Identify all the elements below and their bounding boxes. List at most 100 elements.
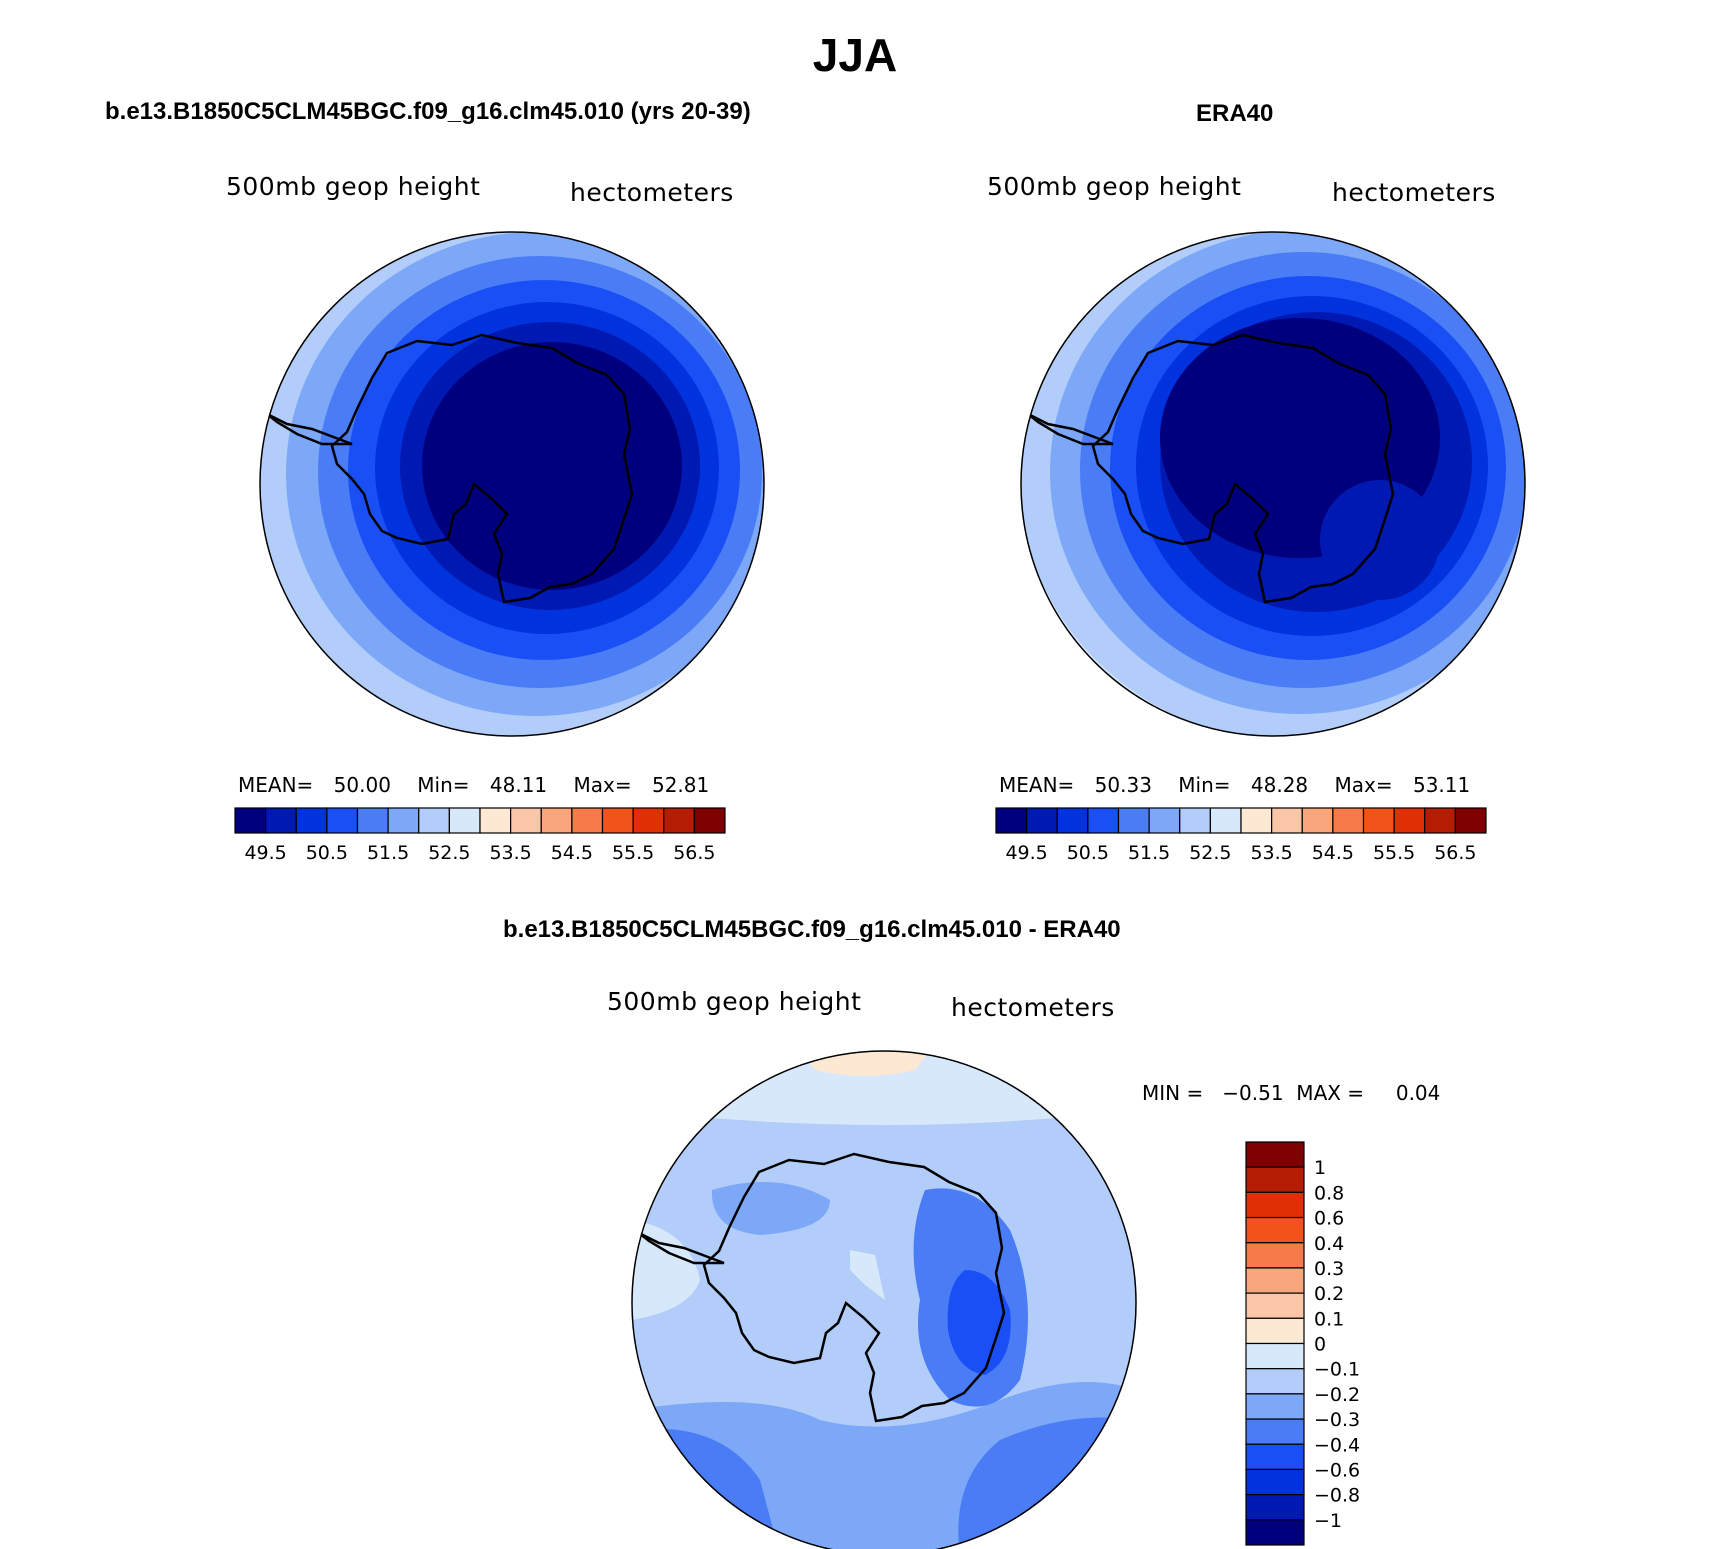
max-label: Max= (573, 773, 632, 797)
colorbar-diff-tick-label: 0.4 (1314, 1233, 1344, 1255)
colorbar-diff-box (1245, 1317, 1305, 1345)
colorbar-diff-box (1245, 1443, 1305, 1471)
colorbar-obs-box (1393, 807, 1426, 834)
colorbar-obs-box (1117, 807, 1150, 834)
colorbar-diff-tick-label: −0.4 (1314, 1434, 1360, 1456)
colorbar-diff: 1 0.8 0.6 0.4 0.3 0.2 0.1 0 −0.1 −0.2 −0.3 −0.4 −0.6… (1245, 1141, 1360, 1546)
colorbar-obs-box (1148, 807, 1181, 834)
colorbar-diff-box (1245, 1191, 1305, 1219)
polar-map-model (260, 232, 764, 736)
mean-value: 50.00 (333, 773, 391, 797)
colorbar-diff-tick-label: −0.2 (1314, 1384, 1360, 1406)
colorbar-obs-tick-label: 56.5 (1434, 842, 1476, 864)
colorbar-obs-box (1179, 807, 1211, 834)
colorbar-obs-tick-label: 50.5 (1067, 842, 1109, 864)
colorbar-model-box (387, 807, 420, 834)
colorbar-obs-box (1362, 807, 1395, 834)
colorbar-model-tick-label: 49.5 (244, 842, 286, 864)
colorbar-obs-tick-label: 55.5 (1373, 842, 1415, 864)
colorbar-diff-tick-label: −0.1 (1314, 1359, 1360, 1381)
stats-obs: MEAN= 50.33 Min= 48.28 Max= 53.11 (999, 773, 1470, 797)
colorbar-model-box (326, 807, 359, 834)
colorbar-obs-box (995, 807, 1028, 834)
panel-title-diff: b.e13.B1850C5CLM45BGC.f09_g16.clm45.010 … (503, 916, 1121, 943)
min-value: 48.28 (1250, 773, 1309, 797)
colorbar-diff-tick-label: −0.8 (1314, 1485, 1360, 1507)
variable-label-obs: 500mb geop height (987, 172, 1242, 201)
colorbar-model-tick-label: 56.5 (673, 842, 715, 864)
colorbar-model-tick-label: 50.5 (306, 842, 348, 864)
colorbar-model-box (632, 807, 665, 834)
colorbar-diff-tick-label: 0 (1314, 1334, 1326, 1356)
units-label-model: hectometers (570, 178, 734, 207)
map-border-diff (631, 1050, 1137, 1549)
colorbar-obs-box (1454, 807, 1487, 834)
colorbar-model-tick-label: 54.5 (551, 842, 593, 864)
colorbar-model-box (601, 807, 634, 834)
max-value: 53.11 (1412, 773, 1471, 797)
colorbar-diff-box (1245, 1393, 1305, 1420)
colorbar-model: 49.5 50.5 51.5 52.5 53.5 54.5 55.5 56.5 (234, 807, 726, 864)
mean-value: 50.33 (1094, 773, 1152, 797)
colorbar-diff-box (1245, 1216, 1305, 1244)
max-label: Max= (1334, 773, 1393, 797)
colorbar-obs-box (1271, 807, 1303, 834)
min-value: 48.11 (489, 773, 548, 797)
variable-label-diff: 500mb geop height (607, 987, 862, 1016)
colorbar-model-box (693, 807, 726, 834)
colorbar-diff-tick-label: 0.3 (1314, 1258, 1344, 1280)
colorbar-model-box (540, 807, 573, 834)
colorbar-obs-tick-label: 51.5 (1128, 842, 1170, 864)
mean-label: MEAN= (999, 773, 1075, 797)
colorbar-obs: 49.5 50.5 51.5 52.5 53.5 54.5 55.5 56.5 (995, 807, 1487, 864)
colorbar-diff-box (1245, 1242, 1305, 1269)
map-border-model (259, 231, 765, 737)
colorbar-obs-tick-label: 54.5 (1312, 842, 1354, 864)
colorbar-obs-box (1240, 807, 1273, 834)
colorbar-obs-tick-label: 53.5 (1250, 842, 1292, 864)
colorbar-model-box (510, 807, 542, 834)
colorbar-diff-tick-label: 0.6 (1314, 1208, 1344, 1230)
colorbar-diff-box (1245, 1267, 1305, 1294)
colorbar-diff-box (1245, 1418, 1305, 1445)
colorbar-model-box (571, 807, 604, 834)
units-label-diff: hectometers (951, 993, 1115, 1022)
colorbar-obs-box (1301, 807, 1334, 834)
polar-map-diff (632, 1051, 1136, 1549)
colorbar-model-box (356, 807, 389, 834)
figure-title: JJA (812, 29, 898, 81)
colorbar-obs-tick-label: 52.5 (1189, 842, 1231, 864)
colorbar-obs-box (1026, 807, 1058, 834)
panel-title-obs: ERA40 (1196, 100, 1274, 127)
colorbar-diff-box (1245, 1519, 1305, 1546)
mean-label: MEAN= (238, 773, 314, 797)
colorbar-diff-tick-label: 0.8 (1314, 1182, 1344, 1204)
colorbar-model-box (265, 807, 297, 834)
colorbar-obs-box (1332, 807, 1365, 834)
map-border-obs (1020, 231, 1526, 737)
colorbar-diff-box (1245, 1166, 1305, 1193)
colorbar-diff-box (1245, 1342, 1305, 1370)
colorbar-model-box (479, 807, 512, 834)
min-label: Min= (417, 773, 470, 797)
colorbar-model-box (418, 807, 450, 834)
units-label-obs: hectometers (1332, 178, 1496, 207)
colorbar-diff-tick-label: 1 (1314, 1157, 1326, 1179)
panel-title-model: b.e13.B1850C5CLM45BGC.f09_g16.clm45.010 … (105, 98, 751, 125)
colorbar-diff-box (1245, 1494, 1305, 1521)
colorbar-obs-box (1424, 807, 1456, 834)
colorbar-model-box (234, 807, 267, 834)
colorbar-model-box (663, 807, 695, 834)
colorbar-diff-box (1245, 1141, 1305, 1168)
colorbar-diff-box (1245, 1468, 1305, 1496)
colorbar-diff-tick-label: −0.6 (1314, 1459, 1360, 1481)
polar-map-obs (1021, 232, 1525, 736)
colorbar-model-box (295, 807, 328, 834)
colorbar-model-tick-label: 52.5 (428, 842, 470, 864)
colorbar-obs-box (1087, 807, 1120, 834)
max-value: 52.81 (651, 773, 710, 797)
colorbar-obs-box (1209, 807, 1242, 834)
colorbar-obs-box (1056, 807, 1089, 834)
colorbar-diff-box (1245, 1368, 1305, 1395)
